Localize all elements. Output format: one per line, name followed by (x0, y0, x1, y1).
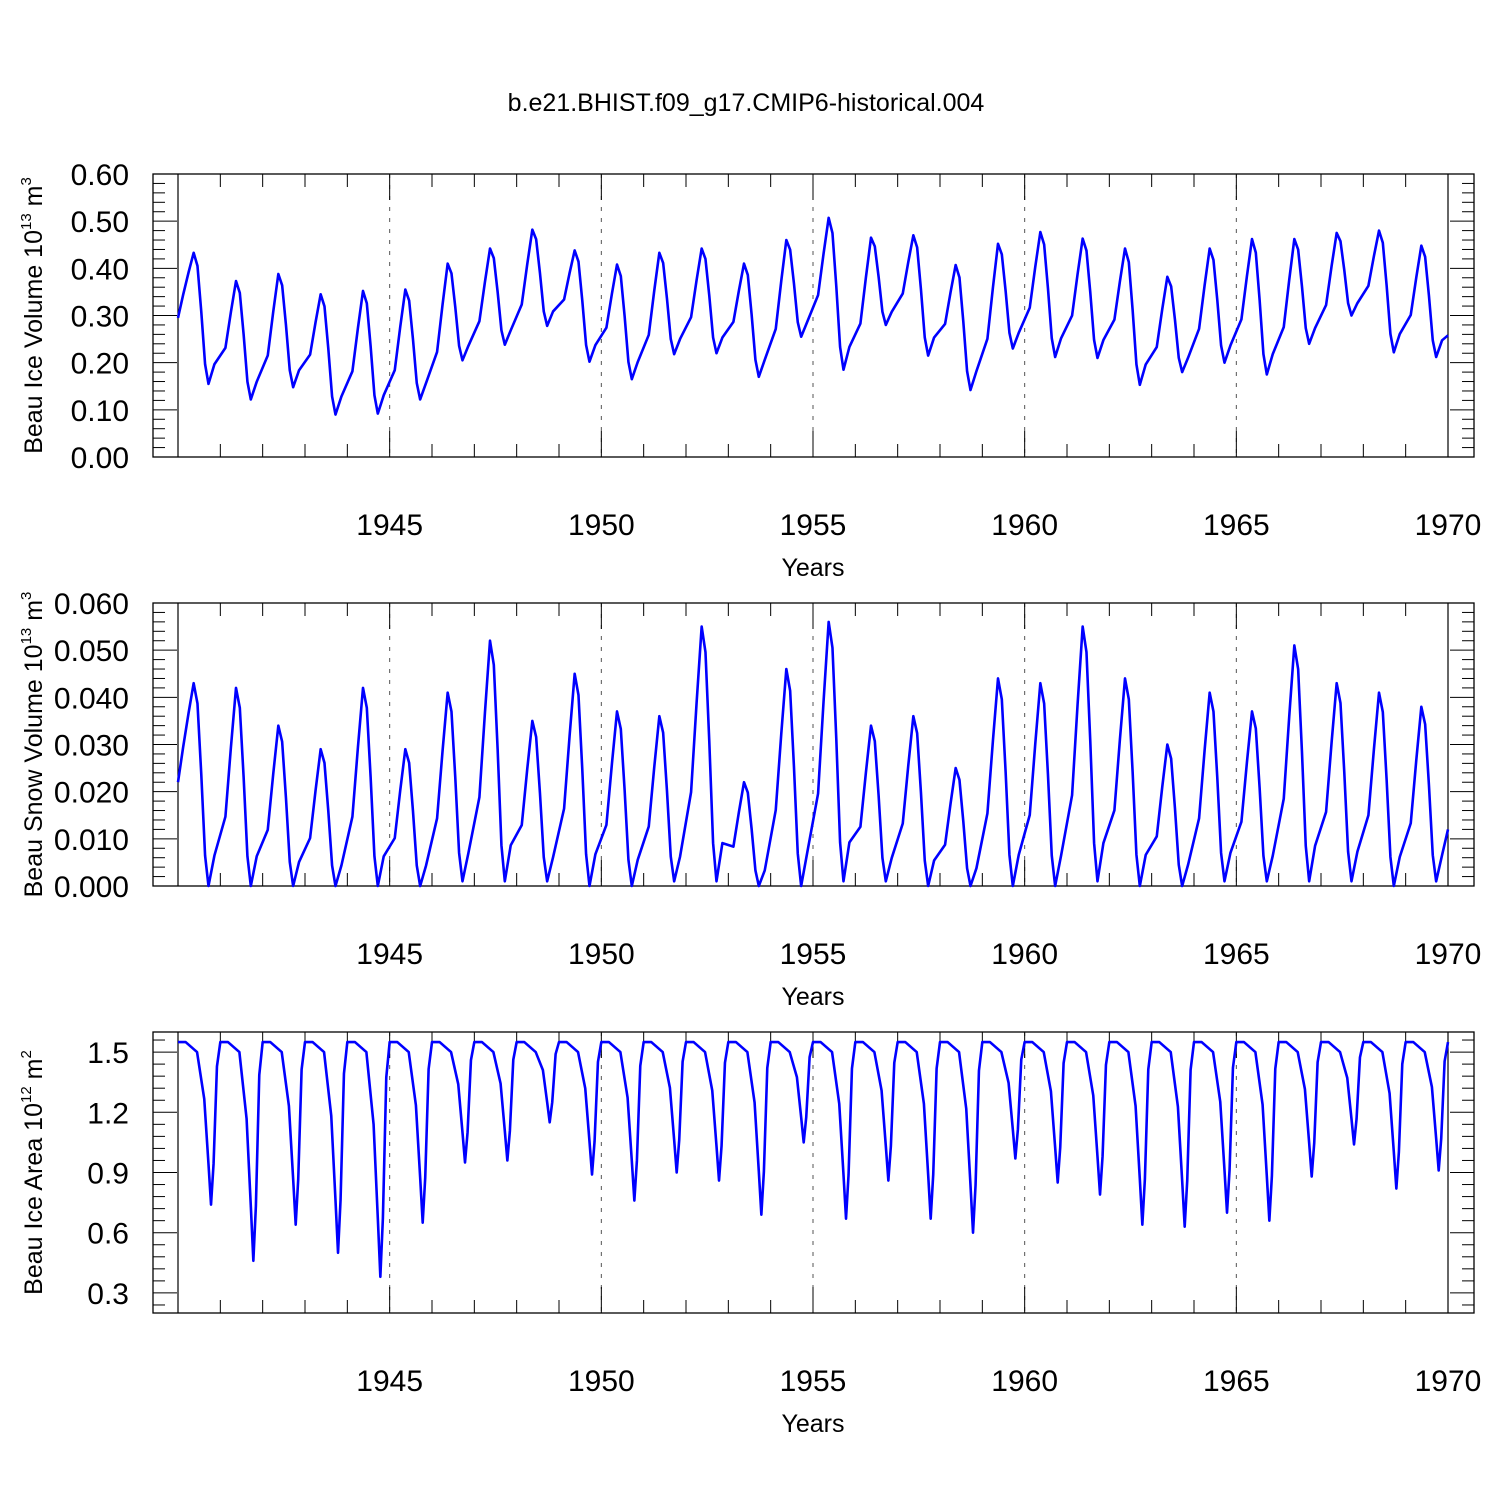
y-tick-label: 0.50 (71, 206, 129, 239)
x-tick-label: 1945 (356, 938, 423, 971)
y-axis-unit-variable-exponent: 3 (18, 592, 35, 600)
y-tick-label: 0.3 (87, 1278, 129, 1311)
panel-2: 0.000 0.010 0.020 0.030 0.040 0.050 0.060 1945 1… (18, 588, 1481, 1011)
y-axis-label-text: Beau Ice Volume (20, 258, 48, 454)
panels: 0.00 0.10 0.20 0.30 0.40 0.50 0.60 1945 1950 1955… (18, 159, 1481, 1438)
y-tick-label: 0.9 (87, 1158, 129, 1191)
y-axis-unit-base: 10 (20, 644, 48, 672)
y-axis-label: Beau Ice Volume 1013 m3 (18, 177, 48, 454)
data-series-line (176, 620, 1450, 888)
y-tick-label: 0.050 (54, 635, 129, 668)
x-tick-label: 1950 (568, 938, 635, 971)
y-axis-unit-exponent: 13 (18, 213, 35, 230)
x-tick-label: 1955 (780, 509, 847, 542)
y-tick-label: 0.060 (54, 588, 129, 621)
y-axis-label-text: Beau Ice Area (20, 1131, 48, 1295)
x-tick-label: 1950 (568, 509, 635, 542)
y-axis-unit-variable: m (20, 1059, 48, 1087)
y-axis-unit-exponent: 12 (18, 1086, 35, 1103)
y-axis-unit-variable-exponent: 2 (18, 1050, 35, 1058)
panel-1: 0.00 0.10 0.20 0.30 0.40 0.50 0.60 1945 1950 1955… (18, 159, 1481, 582)
x-tick-label: 1970 (1415, 509, 1482, 542)
x-axis-label: Years (781, 554, 844, 582)
x-tick-label: 1970 (1415, 1365, 1482, 1398)
y-tick-label: 0.030 (54, 730, 129, 763)
figure-title: b.e21.BHIST.f09_g17.CMIP6-historical.004 (508, 89, 985, 117)
y-tick-label: 0.6 (87, 1218, 129, 1251)
y-axis-unit-variable: m (20, 600, 48, 628)
data-series-line (176, 216, 1449, 416)
y-tick-label: 1.5 (87, 1037, 129, 1070)
y-axis-label: Beau Ice Area 1012 m2 (18, 1050, 48, 1295)
y-axis-unit-variable-exponent: 3 (18, 177, 35, 185)
y-axis-unit-exponent: 13 (18, 628, 35, 645)
x-tick-label: 1955 (780, 938, 847, 971)
x-axis-label: Years (781, 1410, 844, 1438)
y-tick-label: 0.040 (54, 682, 129, 715)
x-tick-label: 1945 (356, 1365, 423, 1398)
y-tick-label: 0.40 (71, 253, 129, 286)
y-axis-label: Beau Snow Volume 1013 m3 (18, 592, 48, 898)
y-axis-unit-variable: m (20, 186, 48, 214)
x-tick-label: 1965 (1203, 509, 1270, 542)
y-tick-label: 0.60 (71, 159, 129, 192)
y-tick-label: 1.2 (87, 1097, 129, 1130)
y-axis-unit-base: 10 (20, 1103, 48, 1131)
plot-frame (152, 173, 1475, 458)
y-tick-label: 0.000 (54, 871, 129, 904)
y-tick-label: 0.20 (71, 348, 129, 381)
panel-3: 0.3 0.6 0.9 1.2 1.5 1945 1950 1955 1960 1965 1970 Y… (18, 1031, 1482, 1438)
x-tick-label: 1945 (356, 509, 423, 542)
x-tick-label: 1955 (780, 1365, 847, 1398)
x-tick-label: 1965 (1203, 938, 1270, 971)
x-axis-label: Years (781, 983, 844, 1011)
y-tick-label: 0.30 (71, 301, 129, 334)
x-tick-label: 1950 (568, 1365, 635, 1398)
x-tick-label: 1970 (1415, 938, 1482, 971)
y-tick-label: 0.010 (54, 824, 129, 857)
y-tick-label: 0.00 (71, 442, 129, 475)
data-series-line (178, 1040, 1450, 1279)
x-tick-label: 1960 (991, 938, 1058, 971)
y-tick-label: 0.10 (71, 395, 129, 428)
y-axis-unit-base: 10 (20, 230, 48, 258)
y-tick-label: 0.020 (54, 777, 129, 810)
y-axis-label-text: Beau Snow Volume (20, 672, 48, 897)
x-tick-label: 1965 (1203, 1365, 1270, 1398)
x-tick-label: 1960 (991, 1365, 1058, 1398)
x-tick-label: 1960 (991, 509, 1058, 542)
